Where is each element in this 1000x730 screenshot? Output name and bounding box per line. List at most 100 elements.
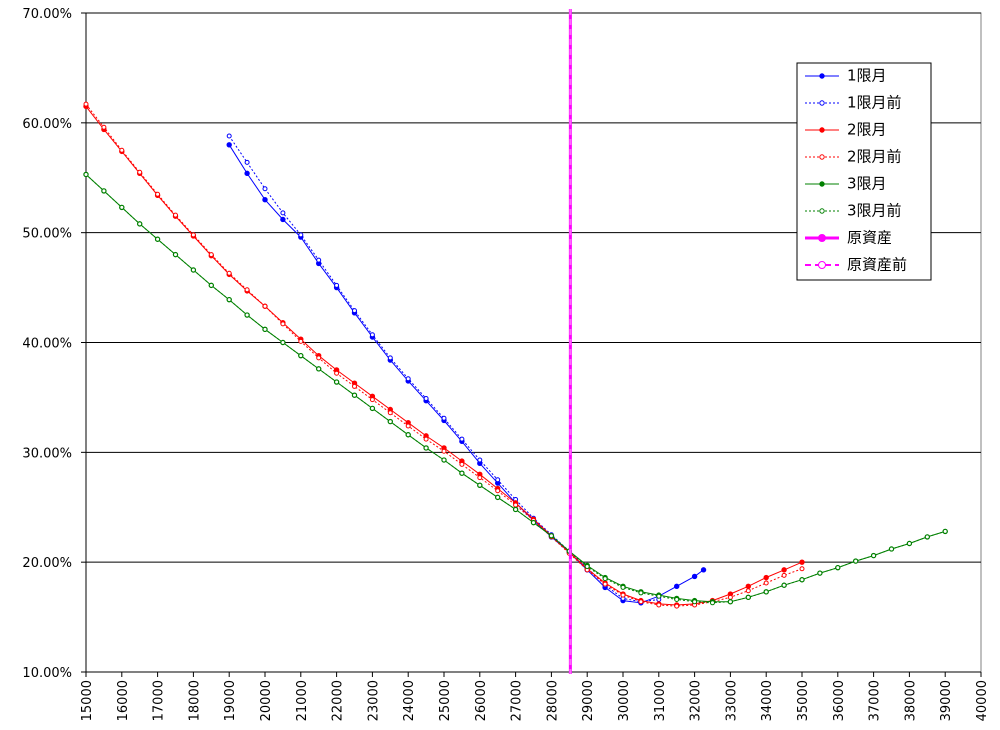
x-tick-label: 19000 [223, 680, 238, 721]
x-tick-label: 37000 [868, 680, 883, 721]
y-tick-label: 50.00% [22, 227, 72, 242]
data-point [405, 423, 411, 429]
data-point [262, 197, 268, 203]
data-point [423, 436, 429, 442]
data-point [155, 236, 161, 242]
y-tick-label: 60.00% [22, 117, 72, 132]
data-point [495, 488, 501, 494]
x-tick-label: 26000 [474, 680, 489, 721]
data-point [781, 582, 787, 588]
y-tick-label: 70.00% [22, 7, 72, 22]
data-point [423, 396, 429, 402]
x-tick-label: 29000 [581, 680, 596, 721]
data-point [817, 570, 823, 576]
legend-marker [819, 73, 825, 79]
x-tick-label: 31000 [653, 680, 668, 721]
data-point [700, 567, 707, 573]
data-point [316, 355, 322, 361]
data-point [173, 212, 178, 218]
x-tick-label: 15000 [80, 680, 95, 721]
data-point [799, 559, 805, 565]
x-tick-label: 27000 [510, 680, 525, 721]
data-point [727, 599, 733, 605]
data-point [602, 581, 608, 587]
data-point [262, 326, 268, 332]
x-tick-label: 38000 [903, 680, 918, 721]
x-tick-label: 17000 [152, 680, 167, 721]
data-point [441, 415, 447, 421]
data-point [226, 270, 232, 276]
data-point [190, 232, 196, 238]
data-point [871, 553, 877, 559]
data-point [763, 574, 769, 581]
x-tick-label: 40000 [975, 680, 990, 721]
data-point [710, 600, 715, 606]
data-point [262, 186, 268, 192]
data-point [352, 392, 357, 398]
x-tick-label: 24000 [402, 680, 417, 721]
data-point [620, 584, 626, 590]
x-tick-label: 33000 [724, 680, 739, 721]
data-point [334, 379, 340, 385]
y-tick-label: 40.00% [22, 337, 72, 352]
data-point [298, 353, 304, 359]
data-point [477, 482, 483, 488]
data-point [83, 101, 89, 107]
data-point [280, 321, 286, 327]
data-point [441, 457, 447, 463]
legend-label: 1限月前 [847, 94, 902, 112]
data-point [459, 461, 465, 467]
data-point [745, 594, 751, 600]
legend-marker [819, 208, 825, 214]
legend-marker [819, 100, 825, 106]
data-point [763, 580, 769, 586]
data-point [262, 303, 268, 309]
data-point [244, 312, 250, 318]
data-point [119, 147, 125, 153]
data-point [280, 340, 286, 345]
data-point [727, 594, 733, 600]
data-point [924, 534, 930, 540]
data-point [477, 475, 483, 481]
data-point [441, 448, 447, 454]
data-point [369, 397, 375, 403]
y-tick-label: 20.00% [22, 556, 72, 571]
data-point [119, 204, 125, 210]
data-point [781, 572, 787, 578]
data-point [244, 170, 250, 177]
data-point [387, 355, 393, 361]
data-point [280, 216, 286, 223]
data-point [638, 590, 644, 596]
x-tick-label: 30000 [617, 680, 632, 721]
x-tick-label: 35000 [796, 680, 811, 721]
data-point [459, 470, 465, 476]
data-point [405, 432, 411, 438]
data-point [799, 577, 805, 583]
legend-label: 3限月前 [847, 202, 902, 220]
data-point [298, 338, 304, 344]
data-point [942, 528, 948, 534]
data-point [387, 419, 393, 425]
x-tick-label: 32000 [689, 680, 704, 721]
data-point [691, 573, 698, 580]
legend-marker [818, 261, 826, 269]
data-point [316, 366, 322, 372]
data-point [280, 210, 286, 216]
data-point [853, 558, 859, 564]
data-point [423, 445, 429, 451]
legend-marker [819, 181, 825, 187]
data-point [692, 599, 698, 605]
data-point [745, 588, 751, 594]
legend-marker [819, 154, 825, 160]
data-point [513, 506, 519, 512]
data-point [763, 589, 769, 595]
data-point [602, 576, 608, 582]
y-tick-label: 10.00% [22, 666, 72, 681]
data-point [889, 546, 894, 552]
data-point [531, 520, 536, 526]
data-point [674, 597, 680, 603]
data-point [745, 583, 751, 590]
data-point [781, 567, 787, 573]
x-tick-label: 34000 [760, 680, 775, 721]
